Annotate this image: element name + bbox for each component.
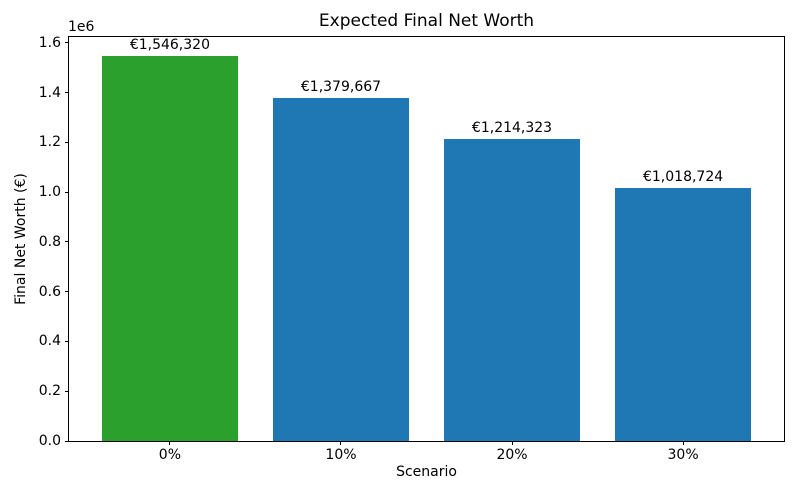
x-tick-label: 0%: [158, 447, 182, 463]
y-tick-label: 0.2: [38, 383, 61, 400]
y-axis-label: Final Net Worth (€): [13, 173, 29, 305]
bar-10%: [272, 97, 410, 441]
y-tick-label: 1.6: [38, 34, 61, 51]
bar-value-label: €1,379,667: [300, 78, 382, 95]
y-tick-mark: [65, 291, 69, 293]
bar-value-label: €1,546,320: [129, 37, 210, 54]
y-tick-label: 1.0: [38, 184, 61, 201]
y-tick-label: 1.2: [38, 134, 61, 151]
bar-value-label: €1,214,323: [471, 119, 553, 136]
x-tick-mark: [682, 441, 684, 445]
y-tick-mark: [65, 92, 69, 94]
y-tick-mark: [65, 191, 69, 193]
y-tick-label: 0.0: [38, 433, 61, 449]
x-tick-mark: [169, 441, 171, 445]
y-axis-offset-text: 1e6: [68, 19, 95, 35]
bar-30%: [614, 187, 752, 441]
y-tick-mark: [65, 241, 69, 243]
bar-0%: [101, 56, 239, 441]
y-tick-label: 1.4: [38, 84, 61, 101]
y-tick-label: 0.4: [38, 333, 61, 350]
y-tick-label: 0.6: [38, 283, 61, 300]
chart-title: Expected Final Net Worth: [318, 11, 535, 31]
x-tick-label: 30%: [667, 447, 699, 463]
bar-value-label: €1,018,724: [642, 168, 724, 185]
y-tick-mark: [65, 141, 69, 143]
x-axis-label: Scenario: [396, 464, 457, 480]
y-tick-mark: [65, 440, 69, 442]
y-tick-mark: [65, 340, 69, 342]
x-tick-mark: [340, 441, 342, 445]
x-tick-mark: [511, 441, 513, 445]
bar-20%: [443, 138, 581, 441]
x-tick-label: 20%: [496, 447, 528, 463]
plot-area: €1,546,320 0% €1,379,667 10% €1,214,323 20% €1…: [39, 36, 785, 462]
y-tick-mark: [65, 390, 69, 392]
x-tick-label: 10%: [325, 447, 357, 463]
y-tick-label: 0.8: [38, 233, 61, 250]
y-tick-mark: [65, 42, 69, 44]
